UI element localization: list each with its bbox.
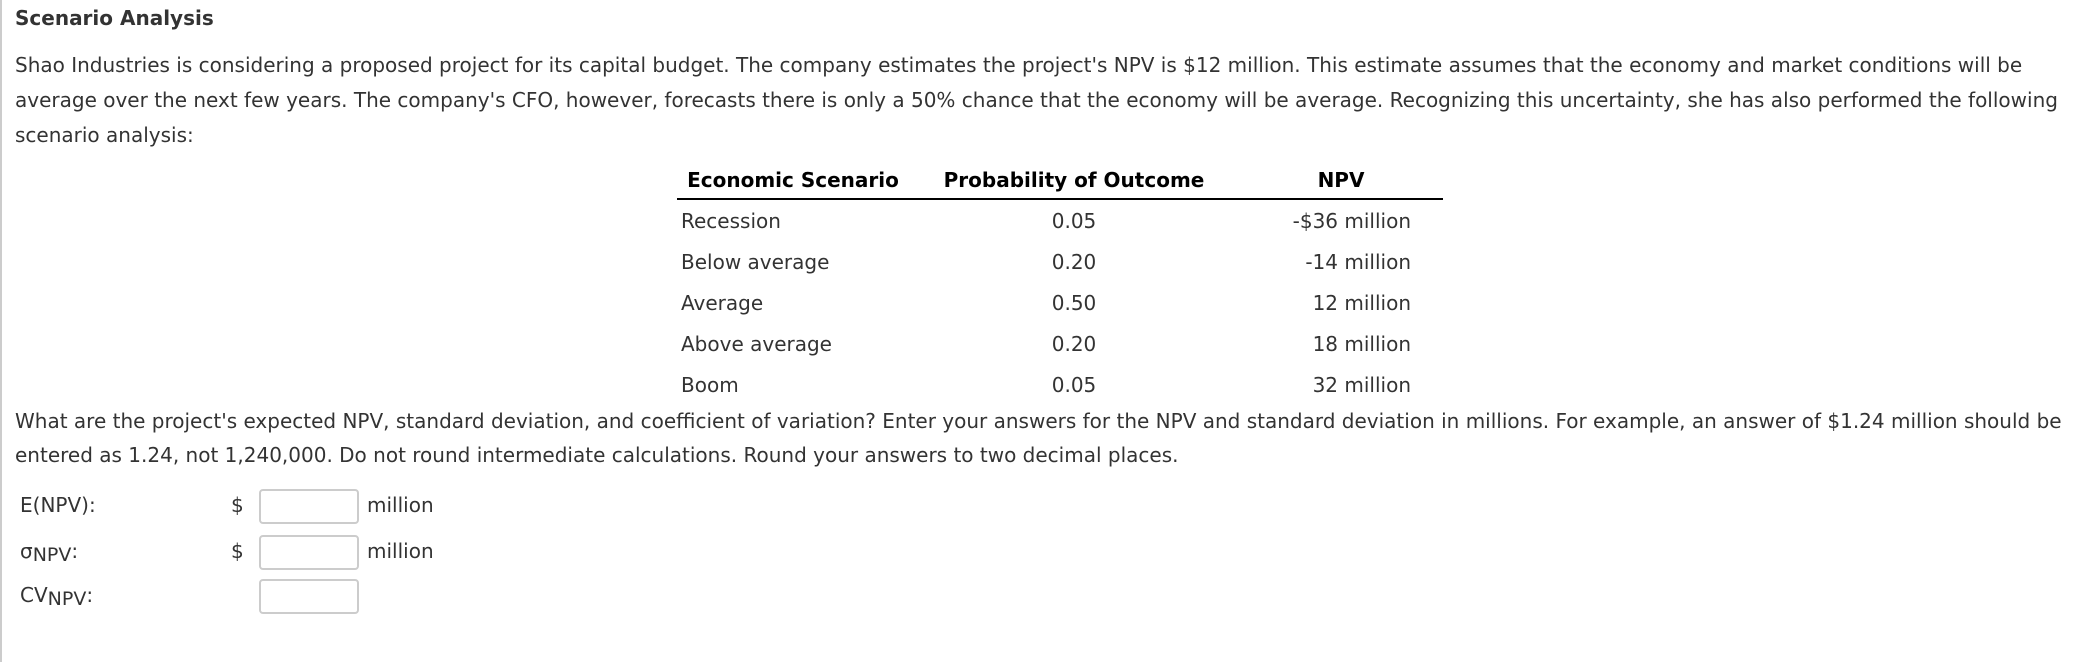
cv-label: CVNPV: bbox=[20, 583, 94, 610]
table-row: Boom 0.05 32 million bbox=[677, 364, 1443, 405]
std-dev-label: σNPV: bbox=[20, 539, 79, 566]
std-dev-input[interactable] bbox=[259, 535, 359, 570]
label-colon: : bbox=[71, 539, 79, 563]
label-subscript: NPV bbox=[32, 544, 72, 566]
scenario-name: Average bbox=[681, 290, 764, 315]
problem-intro: Shao Industries is considering a propose… bbox=[15, 53, 2058, 147]
unit-label: million bbox=[367, 493, 434, 517]
sigma-symbol: σ bbox=[20, 539, 33, 563]
answer-row-cv: CVNPV: bbox=[2, 579, 602, 615]
scenario-npv: 32 million bbox=[1312, 372, 1411, 397]
scenario-name: Above average bbox=[681, 331, 832, 356]
answer-row-expected-npv: E(NPV): $ million bbox=[2, 489, 602, 525]
scenario-probability: 0.05 bbox=[1051, 372, 1097, 397]
scenario-probability: 0.20 bbox=[1051, 331, 1097, 356]
answer-row-std-dev: σNPV: $ million bbox=[2, 535, 602, 571]
table-row: Average 0.50 12 million bbox=[677, 282, 1443, 323]
dollar-sign: $ bbox=[231, 493, 244, 517]
scenario-probability: 0.50 bbox=[1051, 290, 1097, 315]
header-probability: Probability of Outcome bbox=[909, 162, 1239, 200]
page-title: Scenario Analysis bbox=[15, 6, 214, 30]
scenario-npv: 12 million bbox=[1312, 290, 1411, 315]
question-text: What are the project's expected NPV, sta… bbox=[15, 409, 2062, 467]
scenario-probability: 0.20 bbox=[1051, 249, 1097, 274]
header-npv: NPV bbox=[1239, 162, 1443, 200]
scenario-npv: -$36 million bbox=[1292, 208, 1411, 233]
scenario-name: Recession bbox=[681, 208, 781, 233]
unit-label: million bbox=[367, 539, 434, 563]
scenario-npv: 18 million bbox=[1312, 331, 1411, 356]
scenario-name: Below average bbox=[681, 249, 830, 274]
cv-input[interactable] bbox=[259, 579, 359, 614]
table-row: Above average 0.20 18 million bbox=[677, 323, 1443, 364]
cv-symbol: CV bbox=[20, 583, 48, 607]
expected-npv-label: E(NPV): bbox=[20, 493, 96, 517]
header-economic-scenario: Economic Scenario bbox=[677, 162, 909, 200]
scenario-npv: -14 million bbox=[1305, 249, 1411, 274]
expected-npv-input[interactable] bbox=[259, 489, 359, 524]
scenario-table: Economic Scenario Probability of Outcome… bbox=[677, 162, 1443, 405]
table-header-row: Economic Scenario Probability of Outcome… bbox=[677, 162, 1443, 200]
dollar-sign: $ bbox=[231, 539, 244, 563]
label-subscript: NPV bbox=[47, 588, 87, 610]
label-colon: : bbox=[86, 583, 94, 607]
scenario-name: Boom bbox=[681, 372, 739, 397]
scenario-probability: 0.05 bbox=[1051, 208, 1097, 233]
table-row: Below average 0.20 -14 million bbox=[677, 241, 1443, 282]
table-row: Recession 0.05 -$36 million bbox=[677, 199, 1443, 241]
